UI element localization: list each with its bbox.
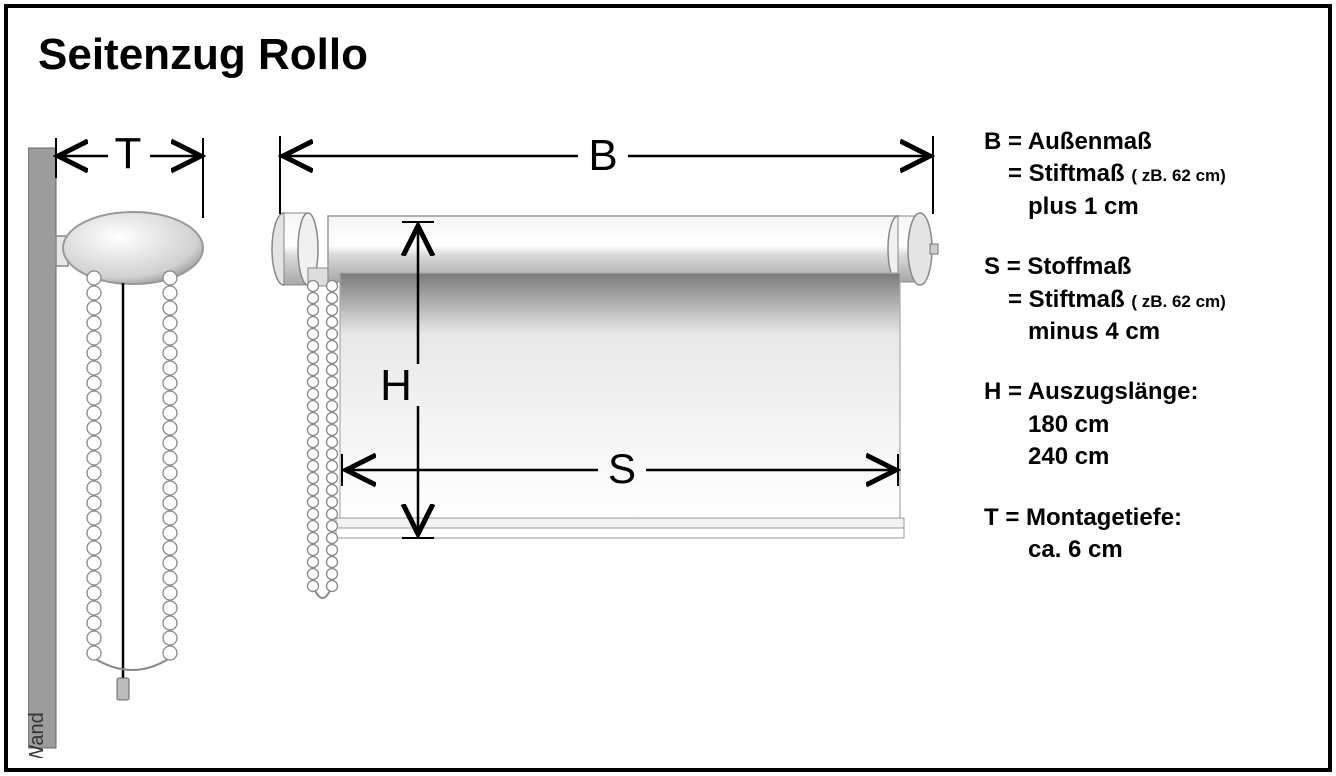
legend-s: S = Stoffmaß = Stiftmaß ( zB. 62 cm) min… — [984, 251, 1304, 348]
legend-t-l1: = Montagetiefe: — [1005, 504, 1182, 531]
dim-label-h: H — [380, 361, 412, 410]
bottom-bar-2 — [336, 528, 904, 538]
side-bead-chain — [87, 271, 177, 670]
dim-label-b: B — [588, 131, 617, 180]
wall-rect — [28, 148, 56, 748]
diagram-frame: Seitenzug Rollo — [4, 4, 1332, 772]
legend: B = Außenmaß = Stiftmaß ( zB. 62 cm) plu… — [984, 126, 1304, 594]
legend-s-l1: = Stoffmaß — [1007, 253, 1132, 280]
dim-label-t: T — [115, 129, 142, 178]
legend-b-key: B — [984, 128, 1001, 155]
legend-s-key: S — [984, 253, 1000, 280]
legend-s-l3: minus 4 cm — [1028, 318, 1160, 345]
legend-h-v1: 180 cm — [1028, 411, 1109, 438]
legend-h-l1: = Auszugslänge: — [1008, 378, 1198, 405]
side-roller — [63, 212, 203, 284]
legend-h-key: H — [984, 378, 1001, 405]
roller-tube — [328, 216, 898, 282]
legend-b-sub: ( zB. 62 cm) — [1131, 166, 1225, 185]
right-pin — [930, 244, 938, 254]
bottom-bar-1 — [336, 518, 904, 528]
legend-b-l3: plus 1 cm — [1028, 193, 1139, 220]
front-view — [272, 213, 938, 598]
front-bead-chain — [308, 281, 338, 599]
legend-s-sub: ( zB. 62 cm) — [1131, 292, 1225, 311]
wall-label: Wand — [28, 712, 48, 758]
dim-label-s: S — [608, 445, 636, 492]
side-cord-weight — [117, 678, 129, 700]
legend-t-v1: ca. 6 cm — [1028, 536, 1123, 563]
legend-b-l2: = Stiftmaß — [1008, 160, 1125, 187]
legend-h-v2: 240 cm — [1028, 443, 1109, 470]
right-endcap-outer — [908, 213, 932, 285]
page-title: Seitenzug Rollo — [38, 30, 368, 80]
technical-diagram: Wand T — [28, 118, 968, 758]
legend-s-l2: = Stiftmaß — [1008, 286, 1125, 313]
legend-b-l1: = Außenmaß — [1008, 128, 1152, 155]
legend-t-key: T — [984, 504, 999, 531]
legend-h: H = Auszugslänge: 180 cm 240 cm — [984, 376, 1304, 473]
legend-t: T = Montagetiefe: ca. 6 cm — [984, 502, 1304, 567]
legend-b: B = Außenmaß = Stiftmaß ( zB. 62 cm) plu… — [984, 126, 1304, 223]
